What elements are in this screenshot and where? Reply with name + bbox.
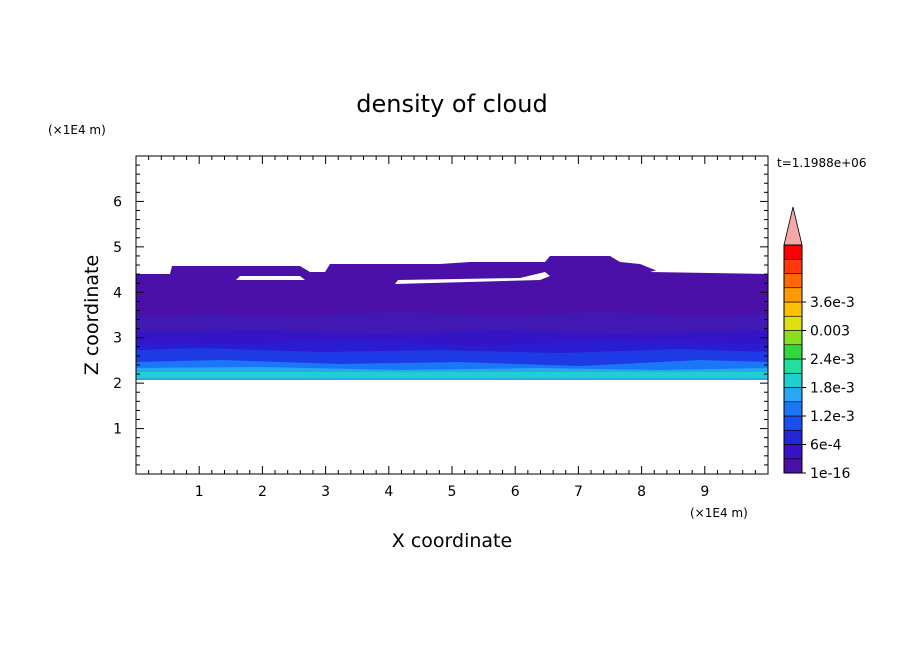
density-band-cyan [136,372,768,378]
x-axis-label: X coordinate [392,530,512,552]
y-tick-label: 1 [113,422,122,438]
x-tick-label: 8 [637,484,646,500]
colorbar-extend-arrow [783,206,803,246]
colorbar-label: 1e-16 [810,466,850,482]
colorbar-level [783,358,803,374]
colorbar-level [783,287,803,303]
contour-field [135,155,769,475]
colorbar-level [783,387,803,403]
x-scale-note: (×1E4 m) [690,506,748,520]
cloud-top-gap-4 [650,268,768,274]
colorbar-level [783,344,803,360]
x-tick-label: 3 [321,484,330,500]
colorbar-level [783,258,803,274]
colorbar-level [783,401,803,417]
x-tick-label: 6 [511,484,520,500]
cloud-top-gap-1 [136,256,164,266]
time-label: t=1.1988e+06 [777,156,866,170]
x-tick-label: 1 [195,484,204,500]
x-tick-label: 5 [448,484,457,500]
colorbar-level [783,244,803,260]
colorbar-level [783,330,803,346]
x-axis: 1 2 3 4 5 6 7 8 9 [148,156,756,500]
y-tick-label: 3 [113,331,122,347]
y-tick-label: 5 [113,240,122,256]
colorbar-level [783,315,803,331]
colorbar-label: 2.4e-3 [810,352,855,368]
colorbar: 1e-16 6e-4 1.2e-3 1.8e-3 2.4e-3 0.003 3.6e-3 [783,206,855,482]
y-tick-label: 2 [113,376,122,392]
y-axis-label: Z coordinate [81,255,103,375]
colorbar-level [783,273,803,289]
colorbar-label: 1.2e-3 [810,409,855,425]
y-tick-label: 6 [113,194,122,210]
x-tick-label: 9 [700,484,709,500]
cloud-top-gap-2 [236,276,305,280]
colorbar-level [783,429,803,445]
x-tick-label: 7 [574,484,583,500]
cloud-top-gap-3 [395,272,550,284]
colorbar-level [783,372,803,388]
colorbar-level [783,458,803,474]
y-scale-note: (×1E4 m) [48,123,106,137]
colorbar-level [783,301,803,317]
y-axis: 1 2 3 4 5 6 [113,164,768,466]
y-tick-label: 4 [113,285,122,301]
chart-title: density of cloud [356,90,547,118]
colorbar-label: 1.8e-3 [810,381,855,397]
colorbar-label: 3.6e-3 [810,295,855,311]
x-tick-label: 4 [384,484,393,500]
colorbar-level [783,415,803,431]
colorbar-label: 6e-4 [810,438,842,454]
x-tick-label: 2 [258,484,267,500]
colorbar-level [783,444,803,460]
colorbar-label: 0.003 [810,324,850,340]
